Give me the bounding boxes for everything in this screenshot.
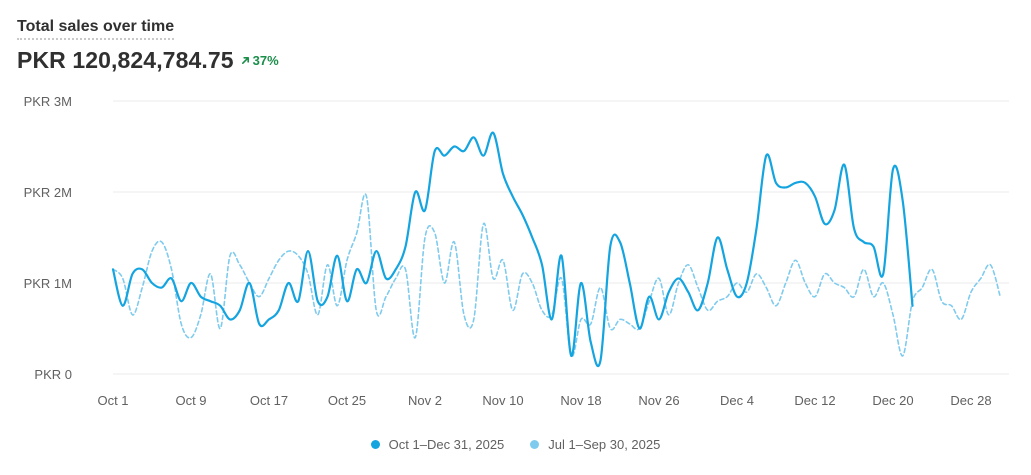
x-tick-label: Nov 10: [482, 393, 523, 408]
x-tick-label: Nov 26: [638, 393, 679, 408]
legend: Oct 1–Dec 31, 2025 Jul 1–Sep 30, 2025: [0, 437, 1031, 452]
x-tick-label: Oct 9: [175, 393, 206, 408]
x-tick-label: Dec 20: [872, 393, 913, 408]
total-row: PKR 120,824,784.75 37%: [17, 47, 279, 74]
x-tick-label: Oct 25: [328, 393, 366, 408]
total-sales-value: PKR 120,824,784.75: [17, 47, 234, 73]
x-tick-label: Dec 12: [794, 393, 835, 408]
change-percent: 37%: [252, 53, 279, 68]
x-axis: Oct 1 Oct 9 Oct 17 Oct 25 Nov 2 Nov 10 Nov 18 N…: [97, 393, 991, 408]
x-tick-label: Nov 18: [560, 393, 601, 408]
x-tick-label: Dec 28: [950, 393, 991, 408]
legend-item-current[interactable]: Oct 1–Dec 31, 2025: [370, 437, 505, 452]
y-tick-label: PKR 1M: [24, 276, 72, 291]
series-line-current[interactable]: [111, 131, 914, 368]
legend-label-previous: Jul 1–Sep 30, 2025: [548, 437, 661, 452]
grid-layer: [113, 100, 1009, 375]
change-badge: 37%: [241, 53, 279, 68]
legend-label-current: Oct 1–Dec 31, 2025: [388, 437, 505, 452]
legend-item-previous[interactable]: Jul 1–Sep 30, 2025: [530, 437, 660, 452]
x-tick-label: Dec 4: [720, 393, 754, 408]
legend-dot-previous: [530, 440, 540, 449]
y-tick-label: PKR 3M: [24, 94, 72, 109]
x-tick-label: Oct 1: [97, 393, 128, 408]
legend-dot-current: [370, 440, 380, 449]
y-tick-label: PKR 2M: [24, 185, 72, 200]
series-line-previous[interactable]: [112, 193, 1002, 358]
x-tick-label: Oct 17: [250, 393, 288, 408]
chart-title[interactable]: Total sales over time: [17, 18, 175, 40]
series-layer: [111, 131, 1002, 368]
sales-line-chart[interactable]: PKR 0 PKR 1M PKR 2M PKR 3M Oct 1 Oct 9 Oct 17…: [0, 0, 1031, 420]
x-tick-label: Nov 2: [408, 393, 442, 408]
arrow-up-right-icon: [241, 56, 249, 65]
y-axis: PKR 0 PKR 1M PKR 2M PKR 3M: [24, 94, 72, 382]
y-tick-label: PKR 0: [34, 367, 72, 382]
